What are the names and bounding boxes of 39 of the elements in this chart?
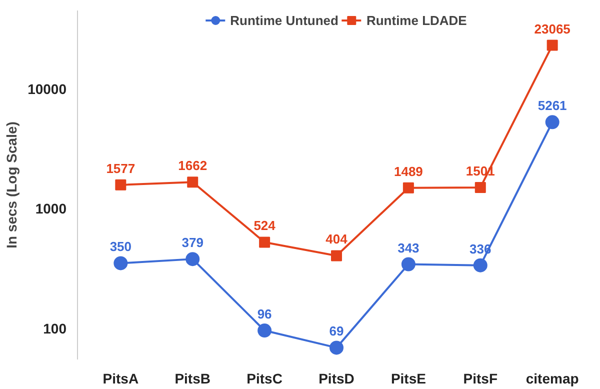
data-label: 343 (398, 240, 420, 256)
x-tick-label: PitsF (463, 370, 498, 386)
point (331, 250, 342, 262)
point (546, 40, 558, 51)
data-label: 404 (326, 232, 348, 247)
point (474, 182, 486, 193)
data-label: 1489 (394, 164, 423, 179)
point (545, 115, 560, 130)
point (114, 256, 128, 270)
data-label: 5261 (538, 98, 567, 114)
legend-label: Runtime LDADE (366, 12, 467, 28)
point (186, 252, 200, 266)
point (401, 257, 416, 272)
data-label: 524 (254, 218, 276, 234)
point (330, 340, 344, 355)
data-label: 1662 (178, 158, 208, 174)
y-tick-label: 100 (43, 320, 67, 336)
x-tick-label: PitsD (318, 370, 354, 386)
data-label: 69 (329, 324, 344, 339)
point (258, 324, 272, 338)
data-label: 1577 (106, 160, 136, 176)
data-label: 96 (257, 306, 272, 322)
data-label: 379 (182, 235, 204, 250)
x-tick-label: PitsC (246, 370, 282, 386)
point (259, 236, 270, 248)
x-tick-label: PitsB (174, 370, 211, 386)
y-axis-title: In secs (Log Scale) (4, 122, 20, 248)
data-label: 23065 (534, 21, 570, 36)
y-tick-label: 10000 (28, 80, 67, 97)
legend-label: Runtime Untuned (230, 12, 338, 28)
point (115, 179, 126, 190)
point (473, 258, 488, 272)
x-tick-label: citemap (526, 370, 579, 386)
x-tick-label: PitsE (390, 370, 426, 386)
point (402, 182, 414, 194)
y-tick-label: 1000 (35, 200, 67, 217)
point (187, 176, 198, 188)
data-label: 350 (110, 239, 132, 254)
x-tick-label: PitsA (102, 370, 139, 386)
